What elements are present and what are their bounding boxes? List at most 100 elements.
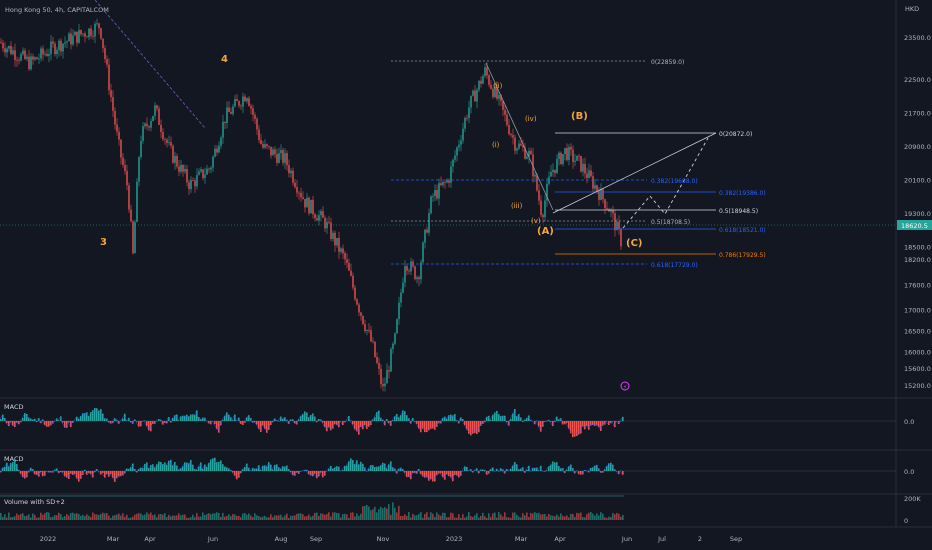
candle-body [582, 163, 584, 172]
macd-histogram-bar [428, 421, 430, 431]
macd-histogram-bar [16, 421, 18, 423]
macd-histogram-bar [154, 467, 156, 471]
candle-body [420, 262, 422, 280]
macd-histogram-bar [586, 470, 588, 471]
candle-body [288, 165, 290, 174]
volume-bar [602, 513, 604, 520]
candle-body [86, 36, 88, 38]
macd-histogram-bar [286, 419, 288, 421]
macd-histogram-bar [138, 469, 140, 471]
volume-bar [36, 517, 38, 520]
wave-label-A[interactable]: (A) [537, 226, 554, 237]
wave-label-v[interactable]: (v) [531, 217, 541, 225]
macd-histogram-bar [88, 471, 90, 474]
macd-histogram-bar [288, 421, 290, 424]
macd-histogram-bar [406, 471, 408, 478]
candle-body [190, 180, 192, 190]
macd-histogram-bar [22, 418, 24, 421]
candle-body [298, 192, 300, 194]
macd-histogram-bar [464, 466, 466, 471]
macd-histogram-bar [580, 421, 582, 434]
volume-bar [38, 517, 40, 520]
volume-bar [574, 516, 576, 520]
macd-histogram-bar [228, 414, 230, 421]
macd-histogram-bar [294, 421, 296, 424]
volume-bar [82, 514, 84, 520]
macd-histogram-bar [344, 465, 346, 471]
candle-body [620, 229, 622, 247]
macd2-label[interactable]: MACD [4, 455, 23, 463]
volume-bar [262, 516, 264, 520]
candle-body [330, 222, 332, 239]
volume-bar [276, 515, 278, 520]
volume-bar [416, 515, 418, 520]
candle-body [260, 140, 262, 145]
volume-bar [220, 516, 222, 520]
candle-body [494, 86, 496, 97]
volume-bar [470, 516, 472, 520]
volume-bar [386, 508, 388, 520]
wave-label-3[interactable]: 3 [100, 237, 107, 248]
macd-histogram-bar [492, 414, 494, 421]
macd-histogram-bar [310, 471, 312, 476]
macd-histogram-bar [312, 413, 314, 421]
candle-body [226, 107, 228, 123]
macd-histogram-bar [308, 471, 310, 475]
volume-bar [132, 516, 134, 520]
macd-histogram-bar [74, 471, 76, 475]
candle-body [188, 182, 190, 190]
time-tick-label: Jul [657, 535, 666, 543]
macd-histogram-bar [564, 471, 566, 474]
candle-body [230, 111, 232, 114]
wave-label-ii[interactable]: (ii) [493, 82, 503, 90]
wave-label-i[interactable]: (i) [492, 141, 500, 149]
volume-bar [382, 508, 384, 520]
macd-histogram-bar [128, 469, 130, 471]
macd-histogram-bar [100, 409, 102, 421]
volume-bar [86, 514, 88, 520]
candle-body [500, 95, 502, 101]
candle-body [336, 237, 338, 246]
volume-bar [122, 513, 124, 520]
macd1-label[interactable]: MACD [4, 403, 23, 411]
volume-bar [140, 513, 142, 520]
event-marker-icon[interactable] [620, 381, 630, 391]
macd-histogram-bar [286, 465, 288, 471]
volume-label[interactable]: Volume with SD+2 [4, 498, 65, 506]
macd-histogram-bar [262, 421, 264, 426]
candle-body [576, 155, 578, 161]
macd-histogram-bar [538, 421, 540, 427]
wave-label-iii[interactable]: (iii) [511, 202, 523, 210]
macd2-pane [0, 457, 896, 482]
candle-body [522, 145, 524, 148]
macd-histogram-bar [408, 418, 410, 421]
macd-histogram-bar [90, 471, 92, 474]
volume-bar [474, 515, 476, 520]
macd-histogram-bar [448, 415, 450, 421]
candle-body [242, 96, 244, 107]
wave-label-4[interactable]: 4 [221, 54, 228, 65]
symbol-label[interactable]: Hong Kong 50, 4h, CAPITALCOM [5, 6, 109, 14]
macd-histogram-bar [222, 464, 224, 471]
wave-label-B[interactable]: (B) [571, 111, 588, 122]
volume-bar [252, 517, 254, 520]
candle-body [24, 50, 26, 59]
wave-label-iv[interactable]: (iv) [525, 115, 537, 123]
macd-histogram-bar [420, 421, 422, 433]
macd-histogram-bar [84, 413, 86, 421]
macd-histogram-bar [226, 467, 228, 471]
wave-label-C[interactable]: (C) [626, 238, 642, 249]
macd-histogram-bar [408, 471, 410, 478]
candle-body [536, 174, 538, 191]
volume-bar [186, 517, 188, 520]
macd-histogram-bar [382, 462, 384, 471]
macd-histogram-bar [60, 471, 62, 473]
macd-histogram-bar [64, 471, 66, 477]
volume-bar [354, 516, 356, 520]
fib-right-0: 0(20872.0) [719, 131, 752, 138]
candle-body [214, 148, 216, 157]
volume-bar [486, 517, 488, 520]
macd-histogram-bar [178, 420, 180, 421]
macd-histogram-bar [86, 412, 88, 421]
